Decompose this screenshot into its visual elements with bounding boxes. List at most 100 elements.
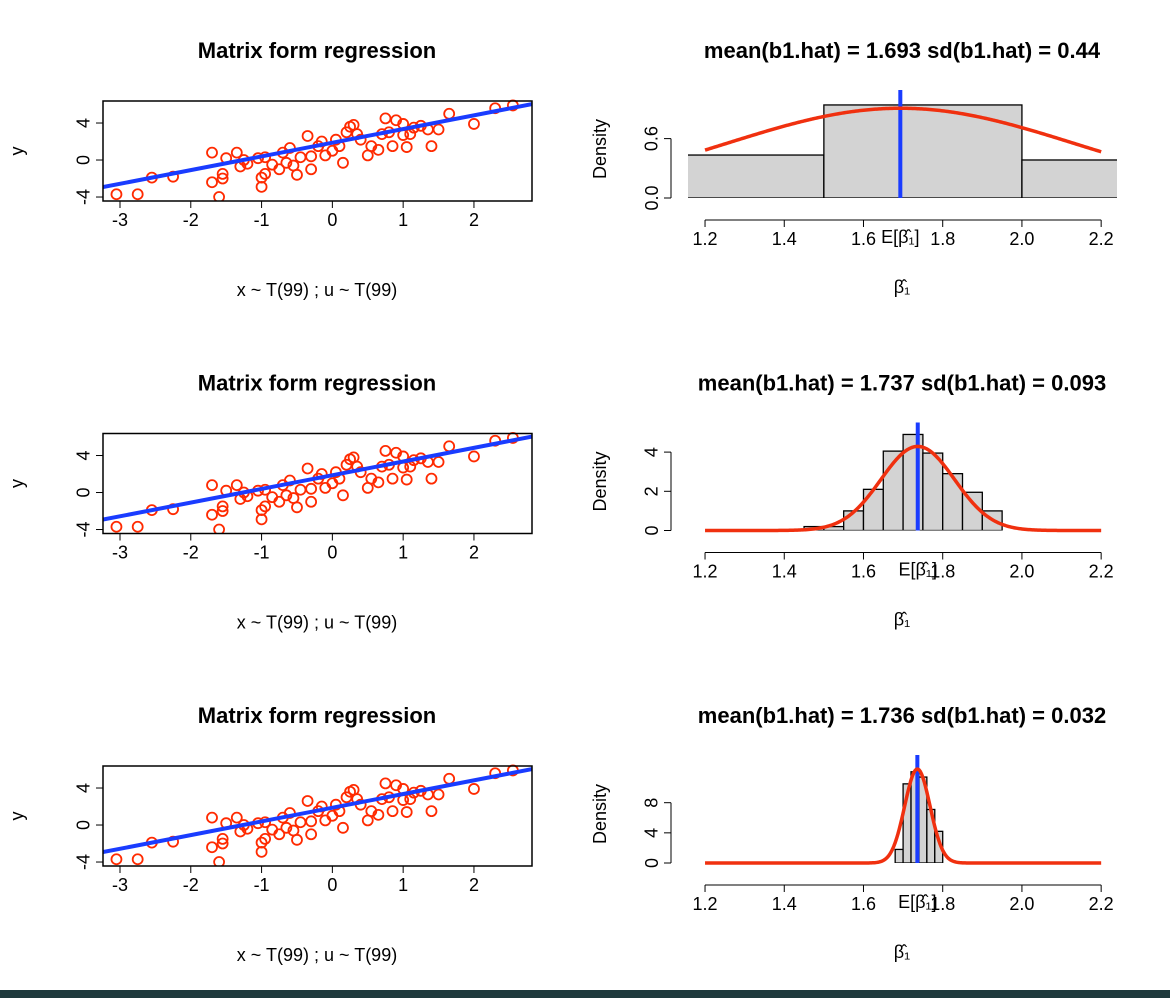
point xyxy=(259,167,272,180)
point xyxy=(365,805,378,818)
bar xyxy=(688,154,825,198)
x-tick-label: -3 xyxy=(112,210,128,230)
point xyxy=(291,833,303,846)
x-tick-label: 1.8 xyxy=(930,894,955,914)
point xyxy=(110,853,123,866)
point xyxy=(386,472,399,485)
x-axis-label: x ~ T(99) ; u ~ T(99) xyxy=(237,612,397,632)
panel: mean(b1.hat) = 1.736 sd(b1.hat) = 0.032 1… xyxy=(590,703,1114,962)
y-tick-label: -4 xyxy=(74,522,94,538)
x-tick-label: 1 xyxy=(398,875,408,895)
point xyxy=(425,140,438,153)
x-tick-label: 1.6 xyxy=(851,561,876,581)
point xyxy=(294,483,307,496)
x-tick-label: 1.8 xyxy=(930,229,955,249)
x-tick-label: 1.4 xyxy=(772,561,797,581)
point xyxy=(216,172,229,185)
point xyxy=(365,472,378,485)
point xyxy=(294,816,307,829)
point xyxy=(291,501,303,514)
regression-line xyxy=(103,434,532,522)
x-tick-label: 0 xyxy=(327,542,337,562)
point xyxy=(337,156,349,169)
x-tick-label: 2 xyxy=(469,210,479,230)
y-tick-label: 0 xyxy=(642,858,662,868)
point xyxy=(216,505,229,517)
point xyxy=(468,118,480,130)
x-axis-label: β̂₁ xyxy=(894,942,910,962)
point xyxy=(206,841,218,854)
mean-label: E[β̂₁] xyxy=(898,892,936,912)
x-tick-label: -2 xyxy=(183,875,199,895)
y-axis-label: y xyxy=(7,479,27,488)
plot-box xyxy=(102,765,533,867)
x-tick-label: 1 xyxy=(398,210,408,230)
y-tick-label: 4 xyxy=(642,828,662,838)
point xyxy=(379,444,392,457)
x-tick-label: 2 xyxy=(469,542,479,562)
x-axis-label: x ~ T(99) ; u ~ T(99) xyxy=(237,945,397,965)
point xyxy=(255,513,268,526)
point xyxy=(255,845,268,858)
point xyxy=(301,795,314,807)
x-tick-label: 1.6 xyxy=(851,894,876,914)
x-tick-label: -1 xyxy=(254,210,270,230)
point xyxy=(390,114,402,127)
point xyxy=(230,811,243,824)
point xyxy=(372,476,385,489)
point xyxy=(305,828,318,841)
point xyxy=(425,472,438,485)
y-axis-label: Density xyxy=(590,784,610,844)
point xyxy=(131,853,144,866)
point xyxy=(110,188,123,201)
x-tick-label: 2.2 xyxy=(1089,561,1114,581)
point xyxy=(390,779,402,792)
point xyxy=(468,783,480,795)
y-tick-label: 0 xyxy=(74,820,94,830)
point xyxy=(206,811,218,824)
point xyxy=(379,112,392,125)
y-tick-label: 0.0 xyxy=(642,185,662,210)
panel: Matrix form regression -3 -2 -1 0 1 2 -4 0 4 y x ~ … xyxy=(7,38,533,300)
x-tick-label: 2.2 xyxy=(1089,894,1114,914)
bar xyxy=(862,488,884,531)
density-curve xyxy=(705,444,1102,533)
y-axis-label: Density xyxy=(590,451,610,511)
point xyxy=(213,856,225,866)
regression-line xyxy=(103,767,532,855)
point xyxy=(301,130,314,142)
y-tick-label: 0 xyxy=(642,525,662,535)
point xyxy=(372,143,385,156)
point xyxy=(400,473,413,486)
chart-title: Matrix form regression xyxy=(198,38,436,63)
point xyxy=(372,808,385,821)
plot-area xyxy=(894,755,944,863)
chart-title: mean(b1.hat) = 1.736 sd(b1.hat) = 0.032 xyxy=(698,703,1106,728)
point xyxy=(305,815,318,828)
point xyxy=(259,832,272,845)
point xyxy=(432,788,445,801)
x-tick-label: 2.0 xyxy=(1009,894,1034,914)
point xyxy=(216,167,229,180)
point xyxy=(273,828,286,841)
point xyxy=(305,163,318,176)
point xyxy=(291,168,303,181)
x-axis-label: β̂₁ xyxy=(894,609,910,629)
regression-line xyxy=(103,102,532,190)
point xyxy=(216,500,229,513)
y-tick-label: 4 xyxy=(74,783,94,793)
plot-box xyxy=(102,100,533,202)
point xyxy=(365,140,378,153)
y-tick-label: 4 xyxy=(74,451,94,461)
x-axis-label: β̂₁ xyxy=(894,277,910,297)
density-curve xyxy=(704,106,1102,154)
y-tick-label: 2 xyxy=(642,486,662,496)
y-axis-label: y xyxy=(7,147,27,156)
y-tick-label: 0 xyxy=(74,488,94,498)
x-axis-label: x ~ T(99) ; u ~ T(99) xyxy=(237,280,397,300)
point xyxy=(379,777,392,790)
mean-label: E[β̂₁] xyxy=(899,559,937,579)
point xyxy=(432,456,445,468)
point xyxy=(337,489,349,502)
point xyxy=(206,479,218,492)
